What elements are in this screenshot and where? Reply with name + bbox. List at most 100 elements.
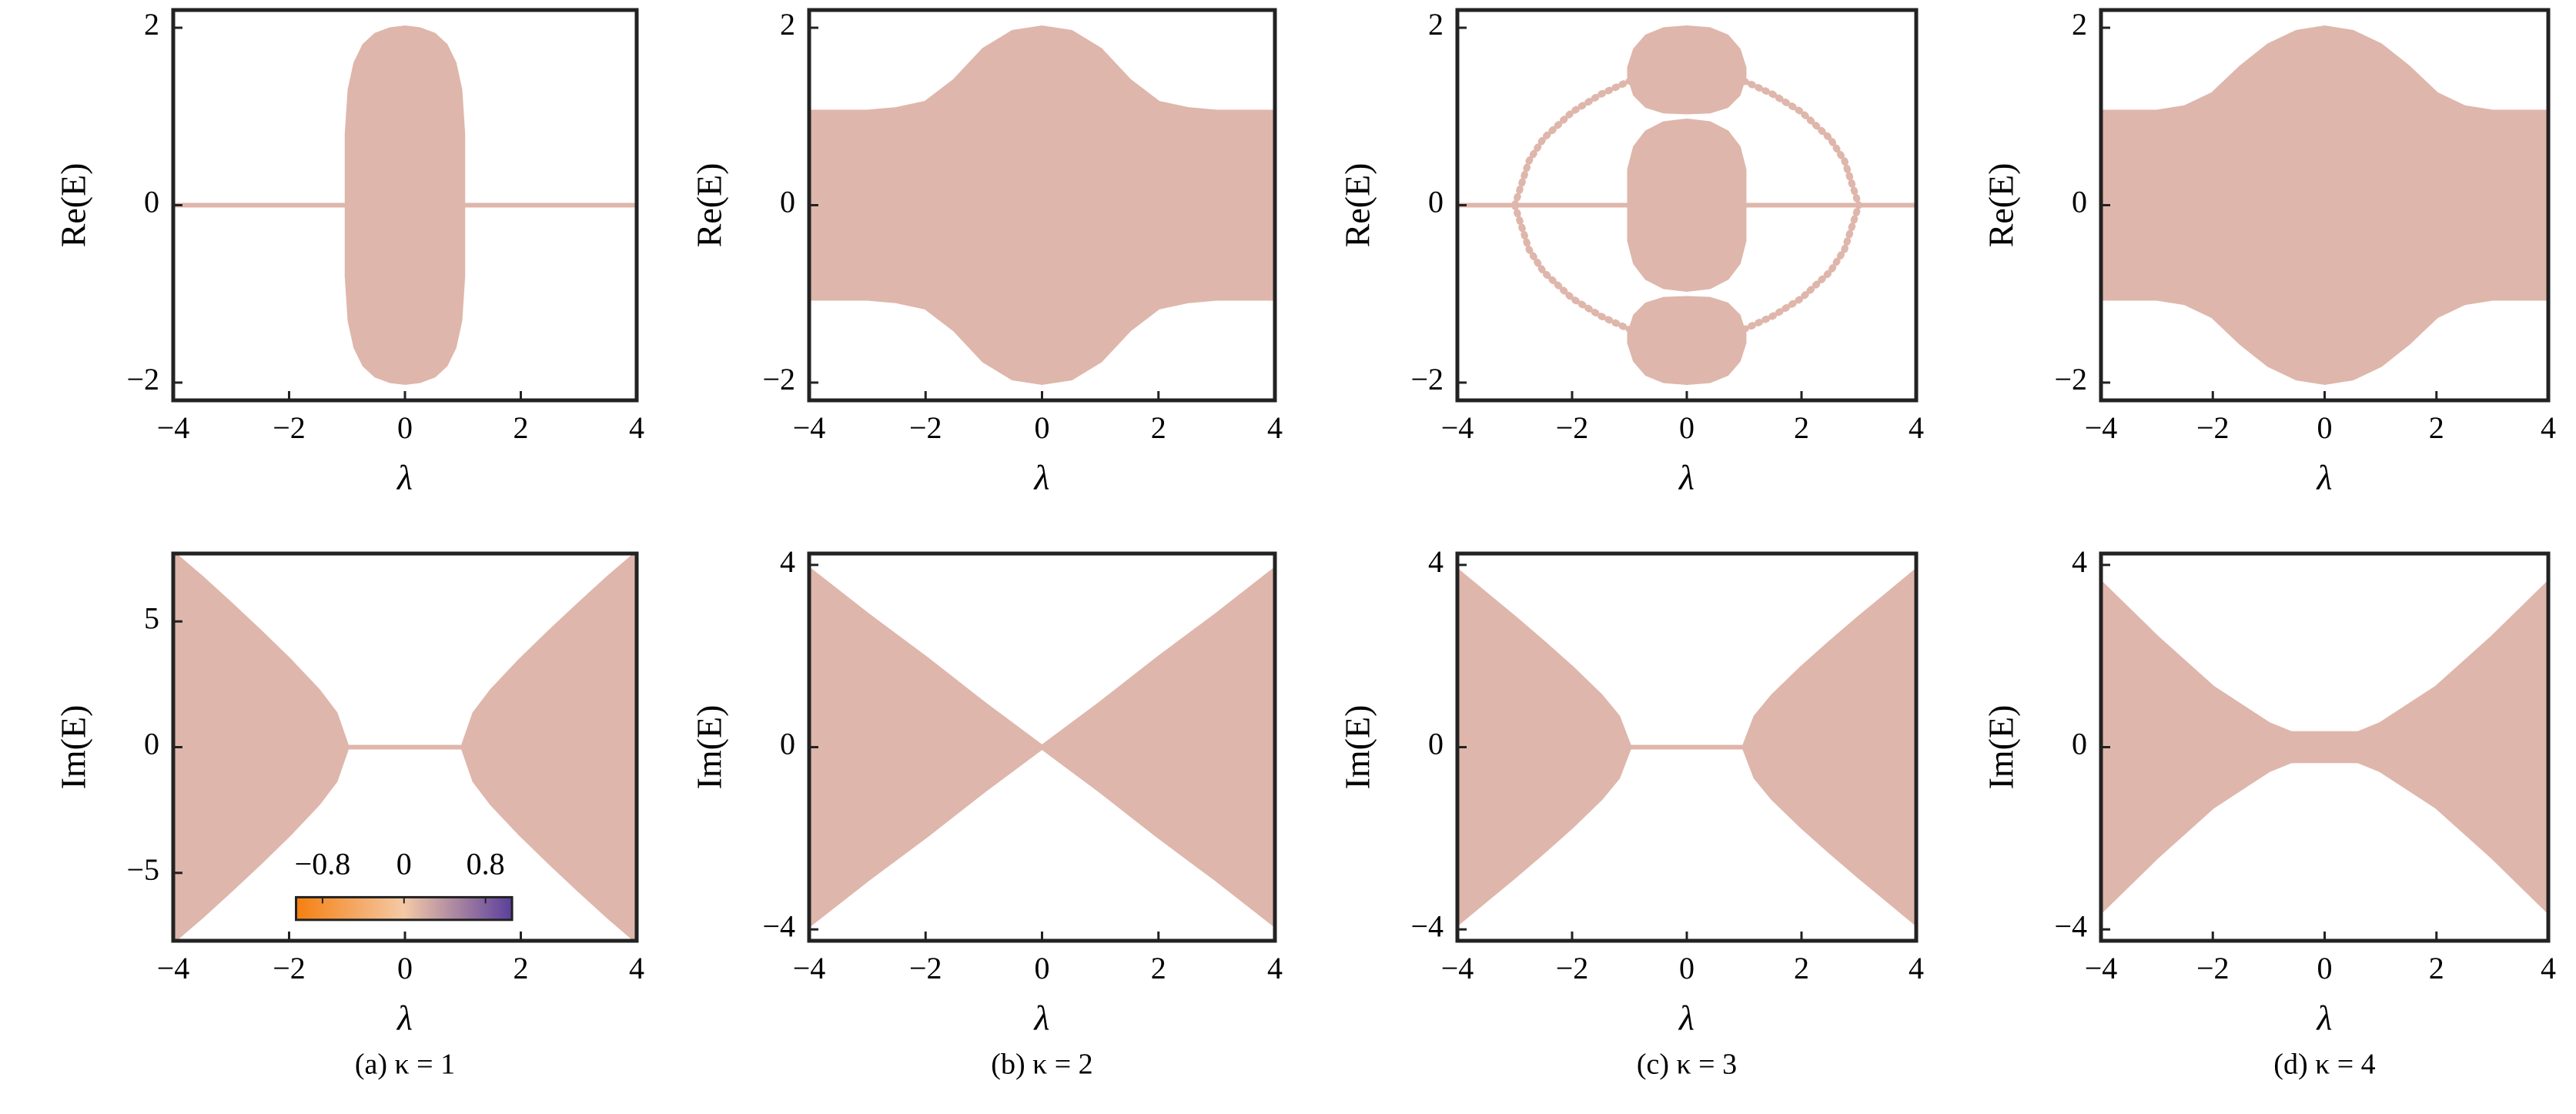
y-tick-label: −2 <box>126 362 159 396</box>
y-tick-label: 0 <box>144 727 159 761</box>
y-tick-label: 0 <box>1428 727 1444 761</box>
spectrum-band <box>1627 25 1747 115</box>
x-tick-label: −4 <box>1441 951 1474 985</box>
colorbar-tick-label: 0 <box>396 847 412 881</box>
y-tick-label: −2 <box>762 362 795 396</box>
x-axis-label: λ <box>1033 999 1050 1038</box>
spectrum-band <box>1741 77 1862 333</box>
x-tick-label: 4 <box>2541 410 2556 445</box>
x-tick-label: 2 <box>2429 410 2444 445</box>
x-tick-label: 2 <box>2429 951 2444 985</box>
x-tick-label: −2 <box>909 410 942 445</box>
x-tick-label: −4 <box>793 410 826 445</box>
x-axis-label: λ <box>396 458 413 497</box>
x-tick-label: −2 <box>1556 410 1589 445</box>
spectrum-band <box>1741 568 1916 926</box>
y-tick-label: 2 <box>1428 7 1444 42</box>
x-tick-label: −4 <box>2085 951 2118 985</box>
x-tick-label: 0 <box>1035 951 1050 985</box>
x-axis-label: λ <box>1033 458 1050 497</box>
x-tick-label: 4 <box>629 410 644 445</box>
x-tick-label: −4 <box>157 410 190 445</box>
spectrum-band <box>2101 25 2548 385</box>
x-tick-label: −4 <box>1441 410 1474 445</box>
x-tick-label: −4 <box>157 951 190 985</box>
y-tick-label: 5 <box>144 600 159 635</box>
x-tick-label: 2 <box>514 410 529 445</box>
spectrum-band <box>1039 567 1275 928</box>
y-tick-label: 2 <box>144 7 159 42</box>
spectrum-band <box>809 25 1275 385</box>
x-tick-label: 0 <box>397 410 413 445</box>
x-tick-label: −2 <box>273 410 306 445</box>
x-axis-label: λ <box>2316 458 2333 497</box>
x-tick-label: 4 <box>629 951 644 985</box>
colorbar-tick-label: 0.8 <box>467 847 505 881</box>
x-axis-label: λ <box>2316 999 2333 1038</box>
y-tick-label: −4 <box>762 908 795 943</box>
x-tick-label: 0 <box>2317 951 2333 985</box>
caption: (b) κ = 2 <box>991 1049 1092 1081</box>
spectrum-band <box>1627 296 1747 385</box>
x-tick-label: 2 <box>1794 410 1809 445</box>
spectrum-band <box>460 554 637 941</box>
caption: (c) κ = 3 <box>1637 1049 1737 1081</box>
y-tick-label: 4 <box>2072 544 2087 579</box>
caption: (d) κ = 4 <box>2273 1049 2375 1081</box>
x-tick-label: 2 <box>514 951 529 985</box>
y-tick-label: 2 <box>2072 7 2087 42</box>
y-axis-label: Re(E) <box>1338 163 1377 248</box>
x-tick-label: 0 <box>397 951 413 985</box>
x-tick-label: −4 <box>2085 410 2118 445</box>
y-axis-label: Im(E) <box>1338 705 1377 790</box>
y-tick-label: 4 <box>1428 544 1444 579</box>
y-tick-label: −4 <box>2054 908 2087 943</box>
spectrum-band <box>173 554 350 941</box>
y-axis-label: Im(E) <box>54 705 93 790</box>
y-axis-label: Re(E) <box>690 163 729 248</box>
y-tick-label: 2 <box>780 7 795 42</box>
x-tick-label: 0 <box>2317 410 2333 445</box>
x-tick-label: −2 <box>2196 410 2230 445</box>
spectrum-band <box>344 25 466 385</box>
y-axis-label: Im(E) <box>690 705 729 790</box>
colorbar-tick-label: −0.8 <box>295 847 351 881</box>
y-tick-label: −2 <box>1410 362 1444 396</box>
x-tick-label: −2 <box>1556 951 1589 985</box>
x-tick-label: 4 <box>1909 410 1924 445</box>
x-tick-label: 2 <box>1151 410 1166 445</box>
x-axis-label: λ <box>396 999 413 1038</box>
y-tick-label: −4 <box>1410 908 1444 943</box>
spectrum-band <box>1511 77 1633 333</box>
y-axis-label: Re(E) <box>1982 163 2021 248</box>
x-tick-label: 4 <box>2541 951 2556 985</box>
x-axis-label: λ <box>1678 999 1694 1038</box>
spectrum-band <box>809 567 1045 928</box>
y-tick-label: 0 <box>780 185 795 219</box>
spectrum-band <box>1457 568 1632 926</box>
y-tick-label: 0 <box>1428 185 1444 219</box>
caption: (a) κ = 1 <box>355 1049 455 1081</box>
y-tick-label: −5 <box>126 852 159 887</box>
y-tick-label: 4 <box>780 544 795 579</box>
y-tick-label: 0 <box>2072 727 2087 761</box>
x-tick-label: 4 <box>1267 410 1283 445</box>
y-tick-label: −2 <box>2054 362 2087 396</box>
x-tick-label: 2 <box>1151 951 1166 985</box>
x-tick-label: −4 <box>793 951 826 985</box>
x-tick-label: −2 <box>2196 951 2230 985</box>
x-tick-label: −2 <box>273 951 306 985</box>
y-tick-label: 0 <box>144 185 159 219</box>
x-tick-label: 4 <box>1267 951 1283 985</box>
x-tick-label: 0 <box>1679 410 1694 445</box>
x-tick-label: 2 <box>1794 951 1809 985</box>
y-axis-label: Re(E) <box>54 163 93 248</box>
x-tick-label: −2 <box>909 951 942 985</box>
x-tick-label: 4 <box>1909 951 1924 985</box>
x-tick-label: 0 <box>1679 951 1694 985</box>
x-tick-label: 0 <box>1035 410 1050 445</box>
spectrum-band <box>2101 731 2548 764</box>
y-tick-label: 0 <box>780 727 795 761</box>
y-tick-label: 0 <box>2072 185 2087 219</box>
